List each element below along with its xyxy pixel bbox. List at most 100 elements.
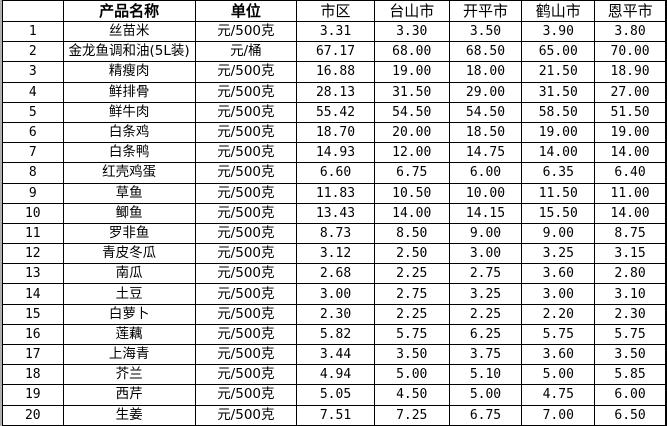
unit-cell[interactable]: 元/500克	[194, 323, 298, 346]
price-cell[interactable]: 11.50	[521, 182, 596, 204]
price-cell[interactable]: 58.50	[521, 101, 596, 123]
product-name-cell[interactable]: 上海青	[62, 343, 196, 366]
price-cell[interactable]: 15.50	[521, 202, 596, 224]
product-name-cell[interactable]: 生姜	[62, 404, 196, 426]
price-cell[interactable]: 10.00	[448, 182, 523, 204]
index-cell[interactable]: 17	[2, 343, 64, 366]
price-cell[interactable]: 13.43	[296, 202, 375, 224]
price-cell[interactable]: 2.50	[373, 243, 450, 265]
price-cell[interactable]: 3.10	[594, 283, 666, 305]
price-cell[interactable]: 9.00	[448, 222, 523, 245]
unit-cell[interactable]: 元/500克	[194, 384, 298, 406]
header-city[interactable]: 鹤山市	[521, 0, 596, 22]
index-cell[interactable]: 1	[2, 20, 64, 43]
unit-cell[interactable]: 元/500克	[194, 142, 298, 164]
price-cell[interactable]: 3.15	[594, 243, 666, 265]
price-cell[interactable]: 3.12	[296, 243, 375, 265]
price-cell[interactable]: 7.25	[373, 404, 450, 426]
price-cell[interactable]: 8.50	[373, 222, 450, 245]
empty-cell[interactable]	[665, 323, 667, 346]
price-cell[interactable]: 16.88	[296, 61, 375, 83]
price-cell[interactable]: 2.25	[448, 303, 523, 325]
header-extra[interactable]	[665, 0, 667, 22]
price-cell[interactable]: 14.93	[296, 142, 375, 164]
product-name-cell[interactable]: 西芹	[62, 384, 196, 406]
price-cell[interactable]: 70.00	[594, 41, 666, 63]
index-cell[interactable]: 14	[2, 283, 64, 305]
index-cell[interactable]: 10	[2, 202, 64, 224]
price-cell[interactable]: 12.00	[373, 142, 450, 164]
price-cell[interactable]: 68.50	[448, 41, 523, 63]
empty-cell[interactable]	[665, 142, 667, 164]
price-cell[interactable]: 3.75	[448, 343, 523, 366]
unit-cell[interactable]: 元/500克	[194, 61, 298, 83]
product-name-cell[interactable]: 白萝卜	[62, 303, 196, 325]
unit-cell[interactable]: 元/500克	[194, 364, 298, 386]
price-cell[interactable]: 6.00	[448, 162, 523, 184]
index-cell[interactable]: 19	[2, 384, 64, 406]
price-cell[interactable]: 2.68	[296, 263, 375, 285]
unit-cell[interactable]: 元/500克	[194, 162, 298, 184]
price-cell[interactable]: 31.50	[521, 81, 596, 103]
price-cell[interactable]: 19.00	[594, 121, 666, 144]
price-cell[interactable]: 6.75	[373, 162, 450, 184]
price-cell[interactable]: 11.00	[594, 182, 666, 204]
price-cell[interactable]: 3.60	[521, 343, 596, 366]
header-city[interactable]: 市区	[296, 0, 375, 22]
product-name-cell[interactable]: 金龙鱼调和油(5L装)	[62, 41, 196, 63]
unit-cell[interactable]: 元/500克	[194, 182, 298, 204]
price-cell[interactable]: 5.00	[373, 364, 450, 386]
price-cell[interactable]: 51.50	[594, 101, 666, 123]
price-cell[interactable]: 3.50	[594, 343, 666, 366]
price-cell[interactable]: 14.00	[373, 202, 450, 224]
price-cell[interactable]: 5.05	[296, 384, 375, 406]
price-cell[interactable]: 68.00	[373, 41, 450, 63]
header-unit[interactable]: 单位	[194, 0, 298, 22]
index-cell[interactable]: 8	[2, 162, 64, 184]
price-cell[interactable]: 3.80	[594, 20, 666, 43]
header-city[interactable]: 恩平市	[594, 0, 666, 22]
empty-cell[interactable]	[665, 20, 667, 43]
index-cell[interactable]: 12	[2, 243, 64, 265]
price-cell[interactable]: 10.50	[373, 182, 450, 204]
price-cell[interactable]: 8.73	[296, 222, 375, 245]
index-cell[interactable]: 9	[2, 182, 64, 204]
unit-cell[interactable]: 元/500克	[194, 121, 298, 144]
header-city[interactable]: 台山市	[373, 0, 450, 22]
price-cell[interactable]: 4.75	[521, 384, 596, 406]
price-cell[interactable]: 6.00	[594, 384, 666, 406]
empty-cell[interactable]	[665, 303, 667, 325]
empty-cell[interactable]	[665, 384, 667, 406]
price-cell[interactable]: 18.00	[448, 61, 523, 83]
price-cell[interactable]: 3.25	[521, 243, 596, 265]
price-cell[interactable]: 5.00	[448, 384, 523, 406]
empty-cell[interactable]	[665, 404, 667, 426]
empty-cell[interactable]	[665, 283, 667, 305]
empty-cell[interactable]	[665, 41, 667, 63]
index-cell[interactable]: 13	[2, 263, 64, 285]
price-cell[interactable]: 6.25	[448, 323, 523, 346]
unit-cell[interactable]: 元/500克	[194, 303, 298, 325]
price-cell[interactable]: 11.83	[296, 182, 375, 204]
index-cell[interactable]: 18	[2, 364, 64, 386]
price-cell[interactable]: 18.50	[448, 121, 523, 144]
price-cell[interactable]: 18.70	[296, 121, 375, 144]
unit-cell[interactable]: 元/500克	[194, 343, 298, 366]
price-cell[interactable]: 3.25	[448, 283, 523, 305]
price-cell[interactable]: 6.75	[448, 404, 523, 426]
empty-cell[interactable]	[665, 202, 667, 224]
product-name-cell[interactable]: 青皮冬瓜	[62, 243, 196, 265]
price-cell[interactable]: 67.17	[296, 41, 375, 63]
price-cell[interactable]: 19.00	[373, 61, 450, 83]
price-cell[interactable]: 29.00	[448, 81, 523, 103]
empty-cell[interactable]	[665, 101, 667, 123]
product-name-cell[interactable]: 红壳鸡蛋	[62, 162, 196, 184]
empty-cell[interactable]	[665, 162, 667, 184]
price-cell[interactable]: 14.00	[594, 142, 666, 164]
product-name-cell[interactable]: 土豆	[62, 283, 196, 305]
price-cell[interactable]: 31.50	[373, 81, 450, 103]
price-cell[interactable]: 2.80	[594, 263, 666, 285]
index-cell[interactable]: 11	[2, 222, 64, 245]
index-cell[interactable]: 5	[2, 101, 64, 123]
price-cell[interactable]: 5.75	[373, 323, 450, 346]
